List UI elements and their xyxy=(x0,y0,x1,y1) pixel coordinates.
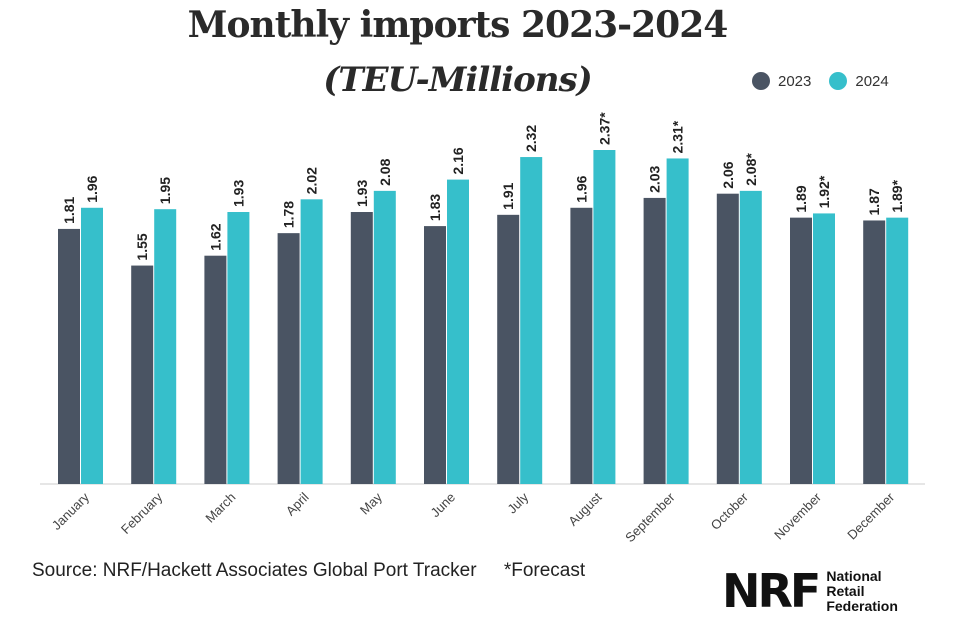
x-tick-label-april: April xyxy=(283,489,312,518)
data-label-2024-october: 2.08* xyxy=(743,153,759,186)
bar-chart: 1.81 1.96 January 1.55 1.95 February 1.62 1.93 M… xyxy=(40,112,925,545)
logo-line-2: Retail xyxy=(826,582,865,599)
data-label-2024-february: 1.95 xyxy=(157,177,173,204)
bar-2023-december xyxy=(863,220,886,484)
bar-2023-july xyxy=(497,214,520,484)
bar-2024-august xyxy=(593,150,616,484)
chart-legend: 2023 2024 xyxy=(752,72,899,90)
data-label-2023-august: 1.96 xyxy=(573,175,589,202)
data-label-2023-july: 1.91 xyxy=(500,182,516,209)
source-note: Source: NRF/Hackett Associates Global Po… xyxy=(32,560,477,581)
legend-label-2023: 2023 xyxy=(778,72,812,90)
bar-2023-september xyxy=(643,197,666,484)
legend-item-2024: 2024 xyxy=(829,72,889,90)
chart-title: Monthly imports 2023-2024 xyxy=(187,4,729,46)
data-label-2024-april: 2.02 xyxy=(304,167,320,194)
data-label-2023-april: 1.78 xyxy=(281,201,297,228)
bar-2024-july xyxy=(520,157,543,484)
forecast-note: *Forecast xyxy=(503,560,586,581)
bar-2023-february xyxy=(131,265,154,484)
data-label-2023-february: 1.55 xyxy=(134,233,150,260)
x-tick-label-january: January xyxy=(49,489,93,533)
bar-2024-march xyxy=(227,212,250,485)
chart-subtitle: (TEU-Millions) xyxy=(323,60,592,100)
bar-2024-november xyxy=(813,213,835,484)
bar-2023-april xyxy=(277,233,300,484)
x-tick-label-september: September xyxy=(622,489,678,545)
data-label-2023-september: 2.03 xyxy=(647,165,663,192)
bar-2023-november xyxy=(790,217,812,484)
x-tick-label-may: May xyxy=(357,489,385,517)
bar-2024-june xyxy=(447,179,469,484)
legend-label-2024: 2024 xyxy=(855,72,889,90)
data-label-2024-march: 1.93 xyxy=(230,180,246,207)
data-label-2023-november: 1.89 xyxy=(793,185,809,212)
x-tick-label-february: February xyxy=(118,489,166,537)
x-tick-label-june: June xyxy=(428,490,459,521)
logo-line-3: Federation xyxy=(826,597,898,614)
bar-2024-december xyxy=(886,217,909,484)
data-label-2023-october: 2.06 xyxy=(720,161,736,188)
data-label-2024-january: 1.96 xyxy=(84,175,100,202)
data-label-2024-august: 2.37* xyxy=(596,112,612,145)
x-tick-label-october: October xyxy=(708,489,752,533)
legend-item-2023: 2023 xyxy=(752,72,811,90)
logo-text: National Retail Federation xyxy=(826,567,898,614)
logo-line-1: National xyxy=(826,567,882,584)
bar-2023-october xyxy=(716,193,739,485)
x-tick-label-august: August xyxy=(565,489,604,528)
bar-2024-may xyxy=(373,190,396,484)
chart-footer: Source: NRF/Hackett Associates Global Po… xyxy=(32,560,585,582)
legend-swatch-2023 xyxy=(752,72,770,90)
x-tick-label-march: March xyxy=(202,490,238,526)
bar-2023-march xyxy=(204,255,227,484)
nrf-logo: NRF National Retail Federation xyxy=(722,568,898,614)
x-tick-label-december: December xyxy=(844,489,897,542)
legend-swatch-2024 xyxy=(829,72,848,90)
data-label-2023-march: 1.62 xyxy=(207,223,223,250)
bar-2023-january xyxy=(58,228,80,484)
logo-mark: NRF xyxy=(722,564,821,618)
bar-2024-february xyxy=(154,209,177,484)
data-label-2023-january: 1.81 xyxy=(61,196,77,223)
bar-2024-september xyxy=(666,158,689,485)
data-label-2023-june: 1.83 xyxy=(427,194,443,221)
data-label-2024-september: 2.31* xyxy=(670,120,686,153)
bar-2024-april xyxy=(300,199,323,484)
bar-2024-october xyxy=(739,190,762,484)
bar-2024-january xyxy=(81,207,103,485)
data-label-2023-may: 1.93 xyxy=(354,180,370,207)
data-label-2024-november: 1.92* xyxy=(816,175,832,208)
data-label-2024-december: 1.89* xyxy=(889,179,905,212)
x-tick-label-november: November xyxy=(771,489,824,542)
data-label-2024-may: 2.08 xyxy=(377,158,393,185)
data-label-2024-july: 2.32 xyxy=(523,125,539,152)
bar-2023-may xyxy=(350,212,373,485)
bar-2023-august xyxy=(570,207,593,485)
x-tick-label-july: July xyxy=(504,489,531,516)
data-label-2023-december: 1.87 xyxy=(866,188,882,215)
data-label-2024-june: 2.16 xyxy=(450,147,466,174)
bar-2023-june xyxy=(424,226,446,485)
